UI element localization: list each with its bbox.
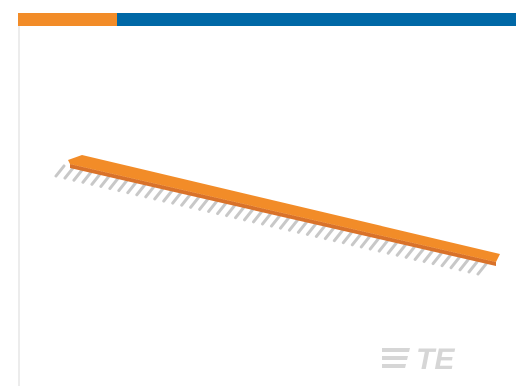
pins-group: [54, 164, 488, 276]
pin: [476, 262, 488, 276]
left-divider: [18, 26, 20, 386]
pin: [395, 243, 407, 257]
pin: [153, 187, 165, 201]
header-accent-bar: [18, 13, 516, 26]
pin: [81, 170, 93, 184]
pin: [431, 252, 443, 266]
pin: [243, 208, 255, 222]
pin: [108, 177, 120, 191]
logo-text: TE: [416, 343, 455, 374]
pin: [449, 256, 461, 270]
pin: [314, 224, 326, 238]
strip-body: [68, 155, 500, 262]
pin: [90, 172, 102, 186]
pin: [305, 222, 317, 236]
pin: [171, 191, 183, 205]
pin: [323, 227, 335, 241]
pin: [458, 258, 470, 272]
pin: [440, 254, 452, 268]
pin: [287, 218, 299, 232]
pin: [368, 237, 380, 251]
pin: [261, 212, 273, 226]
pin: [269, 214, 281, 228]
pin: [225, 204, 237, 218]
pin: [63, 166, 75, 180]
pin: [341, 231, 353, 245]
te-logo-icon: TE: [382, 343, 455, 374]
pin: [252, 210, 264, 224]
pin: [278, 216, 290, 230]
pin: [332, 229, 344, 243]
pin: [117, 179, 129, 193]
pin: [54, 164, 66, 178]
pin: [422, 249, 434, 263]
accent-orange-segment: [18, 13, 117, 26]
pin: [359, 235, 371, 249]
pin: [180, 193, 192, 207]
pin: [99, 174, 111, 188]
pin: [135, 183, 147, 197]
pin: [350, 233, 362, 247]
pin: [162, 189, 174, 203]
pin: [404, 245, 416, 259]
pin: [72, 168, 84, 182]
pin: [216, 202, 228, 216]
pin: [413, 247, 425, 261]
pin: [377, 239, 389, 253]
pin: [198, 197, 210, 211]
accent-blue-segment: [117, 13, 516, 26]
pin: [144, 185, 156, 199]
pin: [296, 220, 308, 234]
pin: [126, 181, 138, 195]
pin: [207, 199, 219, 213]
strip-shadow: [70, 164, 496, 266]
pin: [189, 195, 201, 209]
pin: [386, 241, 398, 255]
pin: [467, 260, 479, 274]
pin: [234, 206, 246, 220]
